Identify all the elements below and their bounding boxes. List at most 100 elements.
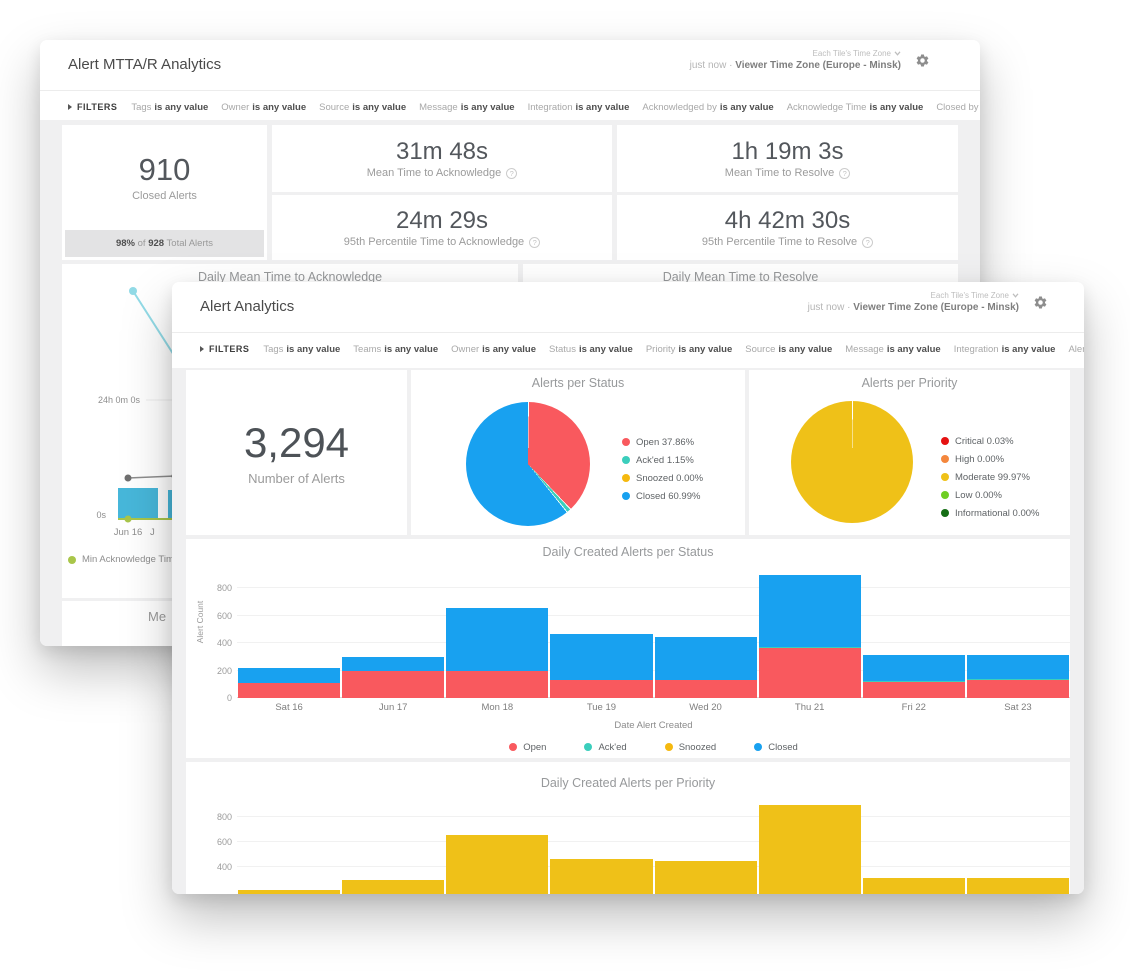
priority-pie-chart[interactable] [791, 401, 913, 523]
filters-toggle[interactable]: FILTERS [68, 102, 117, 112]
filter-tags[interactable]: Tags is any value [263, 344, 340, 355]
filter-owner[interactable]: Owner is any value [451, 344, 536, 355]
filter-alert-details-key[interactable]: Alert Details Keyis any value [1068, 344, 1084, 355]
filter-source[interactable]: Source is any value [745, 344, 832, 355]
viewer-timezone-text: Viewer Time Zone (Europe - Minsk) [735, 60, 901, 71]
filter-tags[interactable]: Tags is any value [131, 102, 208, 113]
bar-mon-18[interactable] [446, 539, 549, 698]
filter-acknowledge-time[interactable]: Acknowledge Time is any value [787, 102, 924, 113]
bar-sat-23[interactable] [966, 762, 1069, 894]
info-icon[interactable]: ? [529, 236, 541, 248]
filter-status[interactable]: Status is any value [549, 344, 633, 355]
refresh-timezone-status: just now · Viewer Time Zone (Europe - Mi… [690, 60, 901, 71]
alert-count-value: 3,294 [243, 419, 350, 466]
status-pie-chart[interactable] [466, 402, 590, 526]
bar-segment-closed [446, 608, 549, 672]
x-tick-label: Fri 22 [901, 702, 926, 713]
legend-label: Critical 0.03% [955, 435, 1014, 447]
gridline [237, 816, 1070, 817]
mtta-tile: 31m 48s Mean Time to Acknowledge? [272, 125, 612, 192]
bar-thu-21[interactable] [758, 539, 861, 698]
tile-timezone-selector[interactable]: Each Tile's Time Zone [931, 291, 1019, 300]
x-axis-title: Date Alert Created [614, 720, 693, 731]
bar-fri-22[interactable] [862, 539, 965, 698]
filter-operator: is any value [869, 101, 924, 113]
tile-timezone-label: Each Tile's Time Zone [812, 49, 891, 58]
legend-label: Open 37.86% [636, 436, 695, 448]
info-icon[interactable]: ? [506, 167, 518, 179]
legend-item-ack-ed[interactable]: Ack'ed 1.15% [622, 451, 703, 469]
chart-title: Daily Created Alerts per Status [542, 545, 714, 559]
info-icon[interactable]: ? [839, 167, 851, 179]
section-title-fragment: Me [148, 609, 167, 624]
filters-toggle[interactable]: FILTERS [200, 344, 249, 354]
filter-field: Acknowledge Time [786, 101, 867, 113]
filter-source[interactable]: Source is any value [319, 102, 406, 113]
bar-mon-18[interactable] [446, 762, 549, 894]
bar-segment-open [446, 671, 549, 698]
filter-integration[interactable]: Integration is any value [954, 344, 1056, 355]
bar-segment-closed [966, 655, 1069, 680]
legend-item-open[interactable]: Open [509, 738, 546, 756]
legend-item-ack-ed[interactable]: Ack'ed [584, 738, 627, 756]
info-icon[interactable]: ? [862, 236, 874, 248]
right-triangle-icon [68, 104, 72, 110]
legend-item-closed[interactable]: Closed [754, 738, 798, 756]
filters-bar: FILTERS Tags is any value Owner is any valu… [68, 94, 980, 120]
bar-segment-moderate [550, 858, 653, 894]
filter-message[interactable]: Message is any value [845, 344, 940, 355]
bar-tue-19[interactable] [550, 762, 653, 894]
legend-item-open[interactable]: Open 37.86% [622, 433, 703, 451]
status-bar-legend: Open Ack'ed Snoozed Closed [237, 738, 1070, 756]
legend-item-min-acknowledge-time[interactable]: Min Acknowledge Tim [68, 554, 174, 565]
p95-res-label: 95th Percentile Time to Resolve [701, 236, 858, 248]
filter-operator: is any value [575, 101, 630, 113]
bar-segment-moderate [446, 835, 549, 894]
legend-item-moderate[interactable]: Moderate 99.97% [941, 468, 1040, 486]
legend-item-closed[interactable]: Closed 60.99% [622, 487, 703, 505]
bar-wed-20[interactable] [654, 539, 757, 698]
bar-jun-17[interactable] [342, 539, 445, 698]
legend-item-snoozed[interactable]: Snoozed [664, 738, 716, 756]
bar-segment-closed [862, 655, 965, 681]
bar-sat-16[interactable] [238, 539, 341, 698]
gear-icon[interactable] [915, 53, 930, 68]
legend-dot [622, 438, 630, 446]
filter-message[interactable]: Message is any value [419, 102, 514, 113]
filter-priority[interactable]: Priority is any value [646, 344, 732, 355]
legend-item-informational[interactable]: Informational 0.00% [941, 504, 1040, 522]
filter-teams[interactable]: Teams is any value [353, 344, 438, 355]
bar-fri-22[interactable] [862, 762, 965, 894]
total-alerts-badge: 98% of 928 Total Alerts [65, 230, 264, 257]
legend-item-high[interactable]: High 0.00% [941, 450, 1040, 468]
filter-acknowledged-by[interactable]: Acknowledged by is any value [642, 102, 773, 113]
bar-segment-moderate [758, 805, 861, 894]
mtta-value: 31m 48s [395, 138, 489, 165]
gear-icon[interactable] [1033, 295, 1048, 310]
filter-field: Closed by [936, 101, 979, 113]
bar-jun-17[interactable] [342, 762, 445, 894]
daily-created-alerts-priority-tile: Daily Created Alerts per Priority 400 600… [186, 762, 1070, 894]
legend-label: Open [523, 741, 547, 753]
chart-title: Alerts per Status [531, 376, 625, 390]
legend-label: Low 0.00% [955, 489, 1003, 501]
legend-item-snoozed[interactable]: Snoozed 0.00% [622, 469, 703, 487]
bar-segment-open [550, 680, 653, 698]
bar-wed-20[interactable] [654, 762, 757, 894]
bar-thu-21[interactable] [758, 762, 861, 894]
legend-item-critical[interactable]: Critical 0.03% [941, 432, 1040, 450]
bar-sat-23[interactable] [966, 539, 1069, 698]
tile-timezone-selector[interactable]: Each Tile's Time Zone [813, 49, 901, 58]
filters-bar: FILTERS Tags is any value Teams is any valu… [200, 336, 1084, 362]
filter-owner[interactable]: Owner is any value [221, 102, 306, 113]
gridline [237, 669, 1070, 671]
bar-tue-19[interactable] [550, 539, 653, 698]
bar-sat-16[interactable] [238, 762, 341, 894]
badge-percent: 98% [115, 238, 135, 249]
badge-text: of [135, 238, 149, 249]
filter-integration[interactable]: Integration is any value [528, 102, 630, 113]
daily-created-alerts-status-tile: Daily Created Alerts per Status Alert Co… [186, 539, 1070, 758]
legend-item-low[interactable]: Low 0.00% [941, 486, 1040, 504]
filter-field: Source [319, 101, 350, 113]
